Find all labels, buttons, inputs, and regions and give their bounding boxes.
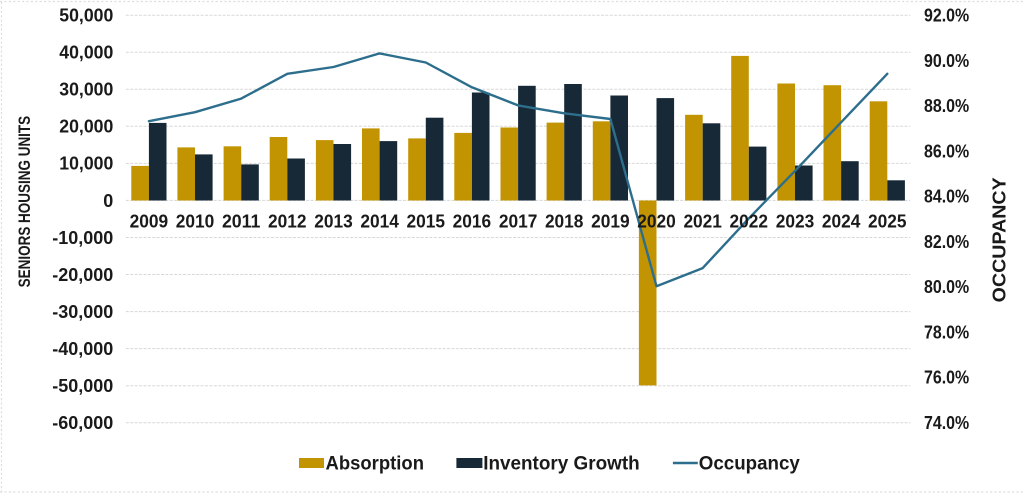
svg-text:-40,000: -40,000 bbox=[52, 339, 113, 359]
svg-text:50,000: 50,000 bbox=[59, 6, 113, 26]
svg-text:2015: 2015 bbox=[407, 211, 446, 231]
svg-text:84.0%: 84.0% bbox=[924, 187, 969, 207]
svg-text:2011: 2011 bbox=[222, 211, 261, 231]
svg-text:Occupancy: Occupancy bbox=[699, 453, 800, 475]
svg-text:82.0%: 82.0% bbox=[924, 232, 969, 252]
svg-text:2017: 2017 bbox=[499, 211, 538, 231]
svg-text:2021: 2021 bbox=[683, 211, 722, 231]
svg-text:2016: 2016 bbox=[453, 211, 492, 231]
svg-text:2024: 2024 bbox=[822, 211, 861, 231]
svg-text:Inventory Growth: Inventory Growth bbox=[483, 453, 640, 475]
svg-text:80.0%: 80.0% bbox=[924, 277, 969, 297]
svg-text:-50,000: -50,000 bbox=[52, 376, 113, 396]
svg-text:2022: 2022 bbox=[730, 211, 769, 231]
svg-text:2014: 2014 bbox=[360, 211, 399, 231]
svg-text:0: 0 bbox=[103, 191, 113, 211]
svg-text:86.0%: 86.0% bbox=[924, 141, 969, 161]
svg-text:78.0%: 78.0% bbox=[924, 323, 969, 343]
svg-text:-30,000: -30,000 bbox=[52, 302, 113, 322]
svg-text:76.0%: 76.0% bbox=[924, 368, 969, 388]
svg-text:2019: 2019 bbox=[591, 211, 630, 231]
svg-text:2023: 2023 bbox=[776, 211, 815, 231]
svg-text:30,000: 30,000 bbox=[59, 80, 113, 100]
svg-text:Absorption: Absorption bbox=[326, 453, 425, 475]
svg-text:74.0%: 74.0% bbox=[924, 413, 969, 433]
svg-text:2012: 2012 bbox=[268, 211, 307, 231]
svg-text:90.0%: 90.0% bbox=[924, 51, 969, 71]
svg-text:2020: 2020 bbox=[637, 211, 676, 231]
svg-text:2009: 2009 bbox=[130, 211, 169, 231]
svg-text:2025: 2025 bbox=[868, 211, 907, 231]
svg-text:10,000: 10,000 bbox=[59, 154, 113, 174]
svg-text:40,000: 40,000 bbox=[59, 43, 113, 63]
svg-text:2018: 2018 bbox=[545, 211, 584, 231]
svg-text:-10,000: -10,000 bbox=[52, 228, 113, 248]
svg-text:2013: 2013 bbox=[314, 211, 353, 231]
svg-text:SENIORS HOUSING UNITS: SENIORS HOUSING UNITS bbox=[15, 116, 34, 288]
svg-text:OCCUPANCY: OCCUPANCY bbox=[990, 177, 1010, 302]
svg-text:-20,000: -20,000 bbox=[52, 265, 113, 285]
svg-text:92.0%: 92.0% bbox=[924, 6, 969, 26]
svg-text:88.0%: 88.0% bbox=[924, 96, 969, 116]
svg-text:20,000: 20,000 bbox=[59, 117, 113, 137]
svg-text:-60,000: -60,000 bbox=[52, 413, 113, 433]
svg-text:2010: 2010 bbox=[176, 211, 215, 231]
